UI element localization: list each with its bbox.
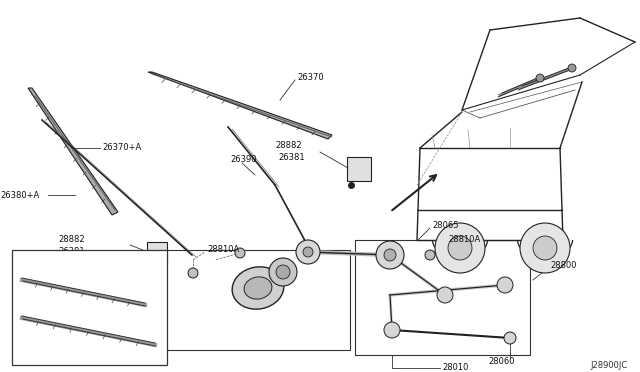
Text: 26373+A: 26373+A — [55, 311, 91, 320]
Text: 26390: 26390 — [230, 155, 257, 164]
Circle shape — [269, 258, 297, 286]
Circle shape — [296, 240, 320, 264]
Polygon shape — [148, 72, 332, 139]
Text: <ASSIST>: <ASSIST> — [55, 321, 94, 330]
Text: 28060: 28060 — [488, 357, 515, 366]
Text: 28065: 28065 — [432, 221, 458, 230]
Text: 26380+A: 26380+A — [0, 190, 39, 199]
Ellipse shape — [244, 277, 272, 299]
Text: (DRIVER): (DRIVER) — [30, 279, 65, 289]
Circle shape — [497, 277, 513, 293]
Text: 26381: 26381 — [58, 247, 84, 257]
Circle shape — [568, 64, 576, 72]
Text: 28810A: 28810A — [207, 244, 239, 253]
Circle shape — [504, 332, 516, 344]
Circle shape — [235, 248, 245, 258]
Polygon shape — [28, 88, 118, 215]
Bar — [165, 250, 350, 350]
FancyBboxPatch shape — [147, 242, 167, 262]
Circle shape — [435, 223, 485, 273]
Text: <BLADE REFILLS>: <BLADE REFILLS> — [18, 353, 88, 362]
Text: 28810A: 28810A — [133, 266, 165, 275]
Text: 26370+A: 26370+A — [102, 144, 141, 153]
Ellipse shape — [232, 267, 284, 309]
Circle shape — [437, 287, 453, 303]
Text: 28010: 28010 — [442, 363, 468, 372]
Circle shape — [533, 236, 557, 260]
Circle shape — [520, 223, 570, 273]
Text: 28882: 28882 — [58, 235, 84, 244]
Text: 26370: 26370 — [297, 74, 324, 83]
Circle shape — [188, 268, 198, 278]
Circle shape — [536, 74, 544, 82]
Circle shape — [303, 247, 313, 257]
Circle shape — [376, 241, 404, 269]
Text: 26373-: 26373- — [30, 269, 57, 279]
Circle shape — [384, 249, 396, 261]
Circle shape — [384, 322, 400, 338]
Text: J28900JC: J28900JC — [590, 362, 627, 371]
Text: 28882: 28882 — [275, 141, 301, 151]
Bar — [12, 250, 167, 365]
Text: 28800: 28800 — [550, 260, 577, 269]
Circle shape — [425, 250, 435, 260]
FancyBboxPatch shape — [347, 157, 371, 181]
Circle shape — [448, 236, 472, 260]
Text: 26381: 26381 — [278, 154, 305, 163]
Circle shape — [276, 265, 290, 279]
Bar — [355, 240, 530, 355]
Text: 28810A: 28810A — [448, 235, 480, 244]
